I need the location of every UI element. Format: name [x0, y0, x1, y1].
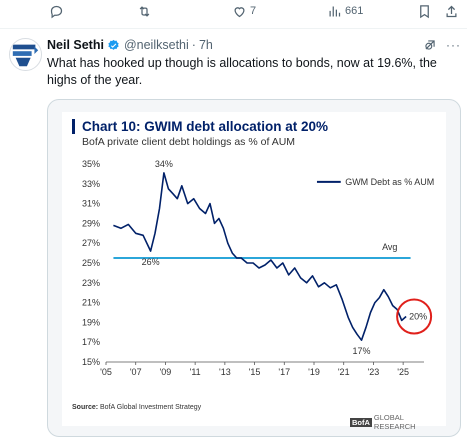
share-icon [446, 5, 457, 17]
bookmark-button[interactable] [417, 2, 432, 20]
x-tick-label: '05 [100, 367, 112, 377]
annotation-label: 17% [353, 346, 371, 356]
sethi-logo-icon [12, 44, 39, 67]
tweet-action-bar: 7 661 [0, 0, 467, 26]
share-button[interactable] [444, 2, 459, 20]
y-tick-label: 35% [82, 159, 100, 169]
y-tick-label: 31% [82, 199, 100, 209]
annotation-label: 20% [409, 311, 427, 321]
more-options-icon[interactable]: ··· [446, 38, 461, 52]
tweet-text: What has hooked up though is allocations… [47, 56, 437, 87]
x-tick-label: '19 [308, 367, 320, 377]
x-tick-label: '23 [368, 367, 380, 377]
annotation-label: 26% [142, 257, 160, 267]
chart-subtitle: BofA private client debt holdings as % o… [82, 136, 296, 148]
x-tick-label: '09 [160, 367, 172, 377]
y-tick-label: 21% [82, 298, 100, 308]
x-tick-label: '17 [278, 367, 290, 377]
chart-source: Source: BofA Global Investment Strategy [72, 404, 201, 411]
x-tick-label: '21 [338, 367, 350, 377]
heart-icon [234, 6, 245, 17]
y-tick-label: 29% [82, 218, 100, 228]
views-button[interactable]: 661 [327, 2, 363, 20]
y-tick-label: 19% [82, 317, 100, 327]
y-tick-label: 33% [82, 179, 100, 189]
x-tick-label: '11 [190, 367, 201, 377]
x-tick-label: '13 [219, 367, 231, 377]
y-tick-label: 27% [82, 238, 100, 248]
annotation-label: 34% [155, 159, 173, 169]
y-tick-label: 17% [82, 337, 100, 347]
average-label: Avg [382, 242, 397, 252]
series-line-gwm-debt [113, 172, 407, 341]
bookmark-icon [420, 4, 429, 18]
tweet-media[interactable]: Chart 10: GWIM debt allocation at 20% Bo… [47, 99, 461, 437]
highlight-circle [396, 298, 433, 335]
verified-badge-icon [108, 39, 119, 50]
x-tick-label: '25 [397, 367, 409, 377]
retweet-button[interactable] [137, 2, 155, 20]
y-tick-label: 25% [82, 258, 100, 268]
chart-title: Chart 10: GWIM debt allocation at 20% [72, 119, 328, 134]
grok-icon[interactable] [423, 38, 437, 52]
avatar[interactable] [9, 38, 42, 71]
source-label: Source: [72, 404, 99, 411]
header-separator: · [191, 38, 196, 52]
retweet-icon [139, 5, 150, 17]
chart-card: Chart 10: GWIM debt allocation at 20% Bo… [62, 112, 446, 431]
views-icon [329, 6, 341, 16]
source-text: BofA Global Investment Strategy [100, 404, 202, 411]
author-handle[interactable]: @neilksethi [123, 38, 189, 52]
bofa-logo-box: BofA [350, 417, 372, 427]
x-tick-label: '07 [130, 367, 142, 377]
tweet-header: Neil Sethi @neilksethi · 7h [47, 38, 213, 52]
bofa-global-research-logo: BofA GLOBAL RESEARCH [350, 413, 446, 431]
reply-button[interactable] [49, 2, 67, 20]
y-tick-label: 15% [82, 357, 100, 367]
author-name[interactable]: Neil Sethi [47, 38, 104, 52]
legend-label: GWM Debt as % AUM [345, 177, 434, 187]
tweet-timestamp[interactable]: 7h [198, 38, 213, 52]
like-button[interactable]: 7 [232, 2, 256, 20]
tweet-divider [0, 28, 467, 29]
bofa-logo-text: GLOBAL RESEARCH [373, 413, 416, 431]
x-tick-label: '15 [249, 367, 261, 377]
line-chart: 35% 33% 31% 29% 27% 25% 23% 21% 19% 17% 15%'05 '07 '… [82, 159, 434, 377]
reply-icon [50, 5, 63, 18]
y-tick-label: 23% [82, 278, 100, 288]
